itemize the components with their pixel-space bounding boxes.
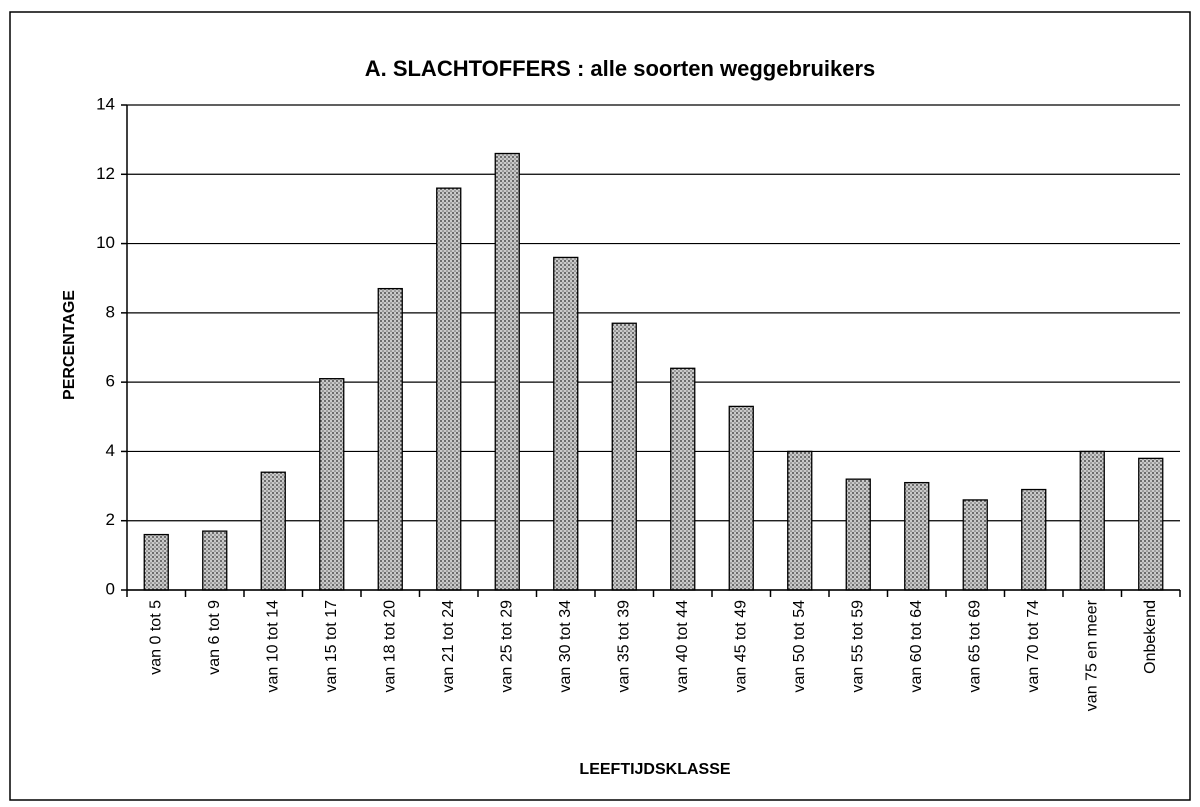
y-tick-label: 12 [96, 164, 115, 183]
y-tick-label: 8 [106, 302, 115, 321]
x-tick-label: van 6 tot 9 [206, 600, 223, 675]
x-tick-label: van 35 tot 39 [615, 600, 632, 693]
bar [1021, 488, 1047, 591]
bar [787, 450, 813, 591]
bar [260, 471, 286, 591]
x-tick-label: van 70 tot 74 [1025, 600, 1042, 693]
y-tick-label: 10 [96, 233, 115, 252]
x-tick-label: van 30 tot 34 [557, 600, 574, 693]
x-tick-label: van 55 tot 59 [849, 600, 866, 693]
x-tick-label: van 40 tot 44 [674, 600, 691, 693]
chart-title: A. SLACHTOFFERS : alle soorten weggebrui… [365, 56, 876, 81]
x-tick-label: van 45 tot 49 [732, 600, 749, 693]
bar [143, 533, 169, 591]
bar [1138, 457, 1164, 591]
x-tick-label: van 50 tot 54 [791, 600, 808, 693]
x-tick-label: van 60 tot 64 [908, 600, 925, 693]
bar [611, 322, 637, 591]
bar [202, 530, 228, 591]
x-tick-label: van 15 tot 17 [323, 600, 340, 693]
bar [553, 256, 579, 591]
x-tick-label: van 25 tot 29 [498, 600, 515, 693]
x-tick-label: van 10 tot 14 [264, 600, 281, 693]
bar [845, 478, 871, 591]
bar [728, 405, 754, 591]
x-tick-label: Onbekend [1142, 600, 1159, 674]
x-tick-label: van 21 tot 24 [440, 600, 457, 693]
y-tick-label: 6 [106, 372, 115, 391]
y-tick-label: 4 [106, 441, 115, 460]
x-tick-label: van 75 en meer [1083, 599, 1100, 711]
bar [962, 499, 988, 591]
x-tick-label: van 18 tot 20 [381, 600, 398, 693]
chart-frame [9, 11, 1191, 801]
bar [494, 152, 520, 591]
bar [319, 378, 345, 591]
bar [377, 287, 403, 591]
x-axis-label: LEEFTIJDSKLASSE [579, 761, 730, 778]
bar [436, 187, 462, 591]
y-tick-label: 2 [106, 510, 115, 529]
y-tick-label: 0 [106, 579, 115, 598]
x-tick-label: van 65 tot 69 [966, 600, 983, 693]
y-tick-label: 14 [96, 94, 115, 113]
bar [670, 367, 696, 591]
bar [904, 481, 930, 591]
x-tick-label: van 0 tot 5 [147, 600, 164, 675]
y-axis-label: PERCENTAGE [61, 290, 78, 400]
bar [1079, 450, 1105, 591]
